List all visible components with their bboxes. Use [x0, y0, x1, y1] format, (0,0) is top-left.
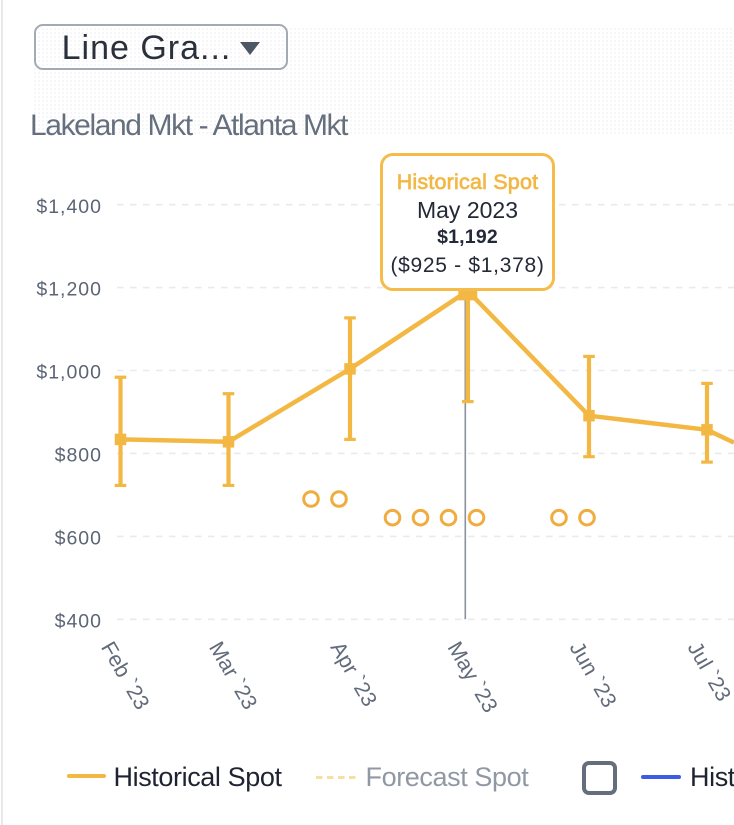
svg-text:$1,200: $1,200 — [36, 279, 102, 301]
svg-text:Feb `23: Feb `23 — [96, 638, 154, 714]
svg-text:Jun `23: Jun `23 — [565, 638, 622, 712]
svg-text:May `23: May `23 — [443, 638, 503, 717]
svg-text:$400: $400 — [55, 610, 102, 632]
svg-text:Apr `23: Apr `23 — [326, 638, 382, 711]
svg-text:Mar `23: Mar `23 — [204, 638, 262, 714]
svg-text:$1,000: $1,000 — [36, 362, 102, 384]
svg-text:$800: $800 — [55, 445, 102, 467]
svg-text:$600: $600 — [55, 528, 102, 550]
svg-text:$1,400: $1,400 — [36, 196, 102, 218]
svg-text:Jul `23: Jul `23 — [683, 638, 734, 706]
